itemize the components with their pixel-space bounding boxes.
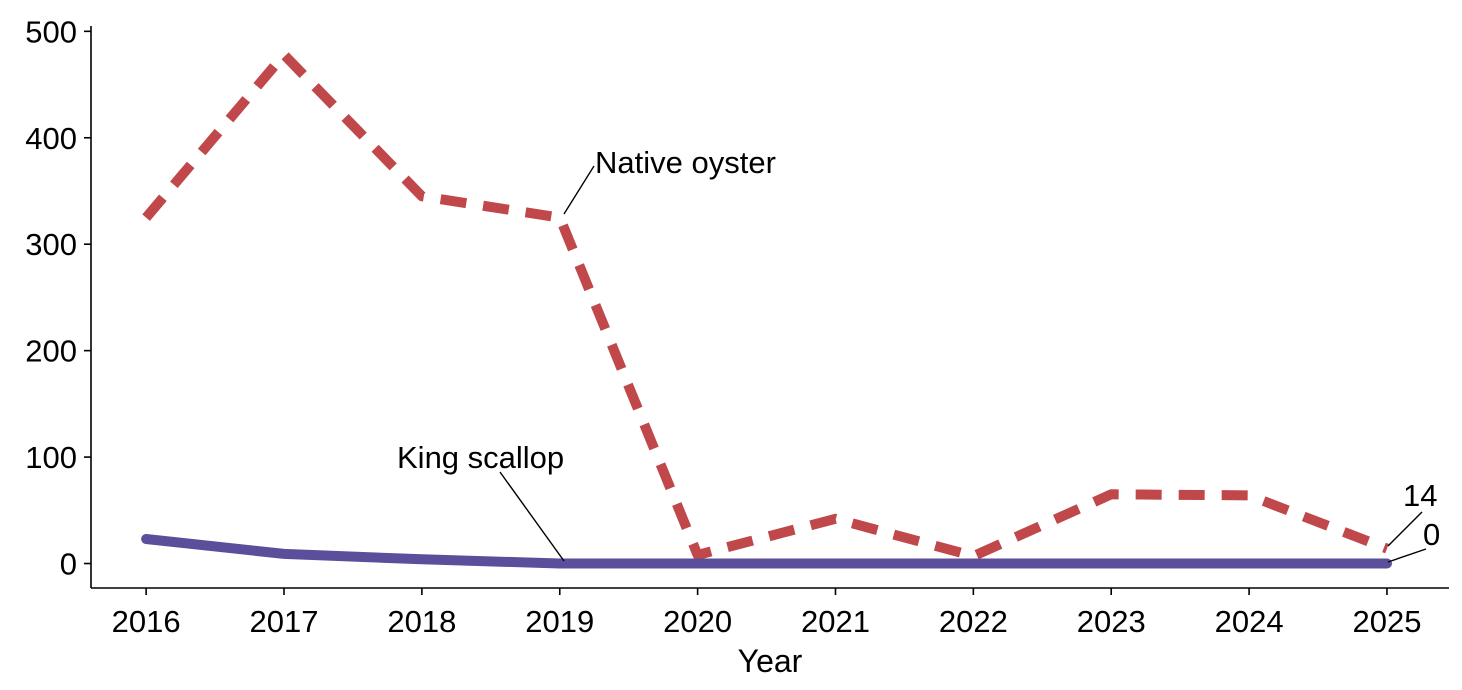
- x-tick-label: 2024: [1215, 604, 1284, 639]
- y-tick-label: 200: [25, 334, 77, 369]
- y-tick-label: 400: [25, 121, 77, 156]
- king-scallop-line: [141, 534, 1392, 569]
- y-axis-ticks: 0 100 200 300 400 500: [25, 14, 91, 582]
- x-tick-label: 2019: [525, 604, 594, 639]
- x-axis-title: Year: [738, 643, 803, 679]
- y-tick-label: 100: [25, 440, 77, 475]
- x-tick-label: 2022: [939, 604, 1008, 639]
- x-axis-ticks: 2016 2017 2018 2019 2020 2021 2022 2023 2024 2025: [112, 588, 1421, 639]
- native-oyster-line: [142, 49, 1389, 562]
- x-tick-label: 2018: [387, 604, 456, 639]
- x-tick-label: 2017: [250, 604, 319, 639]
- native-oyster-end-label: 14: [1403, 478, 1437, 513]
- y-tick-label: 300: [25, 227, 77, 262]
- y-tick-label: 0: [60, 547, 77, 582]
- king-scallop-label: King scallop: [397, 440, 564, 475]
- native-oyster-end-leader: [1387, 511, 1423, 547]
- x-tick-label: 2021: [801, 604, 870, 639]
- x-tick-label: 2025: [1352, 604, 1421, 639]
- king-scallop-end-label: 0: [1423, 517, 1440, 552]
- x-tick-label: 2020: [663, 604, 732, 639]
- plot-area: [141, 49, 1392, 569]
- x-tick-label: 2023: [1077, 604, 1146, 639]
- king-scallop-end-leader: [1387, 548, 1427, 563]
- y-tick-label: 500: [25, 14, 77, 49]
- king-scallop-label-leader: [499, 471, 565, 562]
- x-tick-label: 2016: [112, 604, 181, 639]
- native-oyster-label: Native oyster: [595, 145, 776, 180]
- native-oyster-label-leader: [563, 165, 595, 215]
